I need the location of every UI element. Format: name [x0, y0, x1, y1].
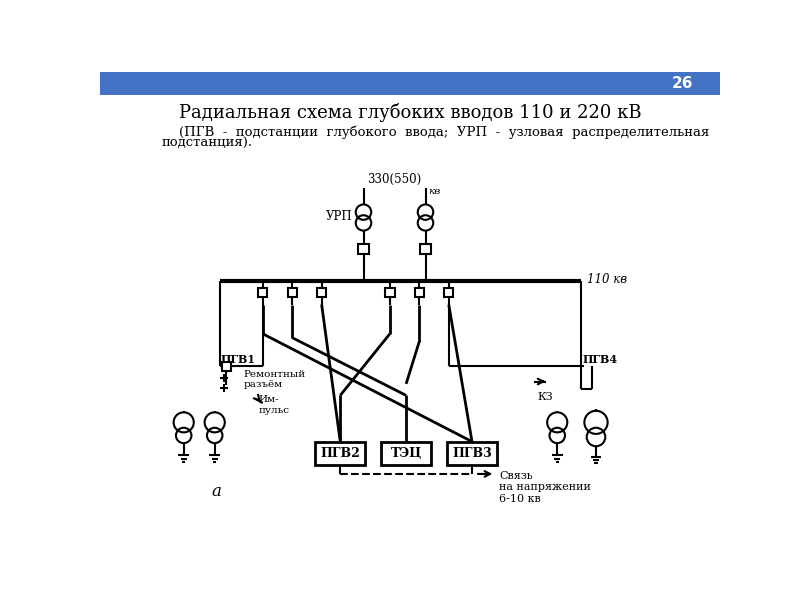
Bar — [315, 442, 366, 464]
Bar — [414, 287, 424, 297]
Text: ТЭЦ: ТЭЦ — [390, 446, 422, 460]
Bar — [444, 287, 454, 297]
Bar — [381, 442, 431, 464]
Text: 110 кв: 110 кв — [586, 272, 627, 286]
Text: Ремонтный
разъём: Ремонтный разъём — [243, 370, 306, 389]
Bar — [317, 287, 326, 297]
Text: ПГВ1: ПГВ1 — [220, 355, 255, 365]
Text: кв: кв — [428, 187, 440, 196]
Text: Радиальная схема глубоких вводов 110 и 220 кВ: Радиальная схема глубоких вводов 110 и 2… — [178, 103, 642, 122]
Bar — [258, 287, 267, 297]
Bar — [447, 442, 497, 464]
Bar — [386, 287, 394, 297]
Text: а: а — [211, 483, 221, 500]
Text: (ПГВ  -  подстанции  глубокого  ввода;  УРП  -  узловая  распределительная: (ПГВ - подстанции глубокого ввода; УРП -… — [162, 126, 710, 139]
Text: КЗ: КЗ — [538, 392, 554, 402]
Bar — [222, 362, 231, 371]
Bar — [287, 287, 297, 297]
Bar — [100, 72, 720, 95]
Bar — [358, 244, 369, 254]
Text: ПГВ3: ПГВ3 — [452, 446, 492, 460]
Text: 330(550): 330(550) — [367, 173, 422, 186]
Text: Связь
на напряжении
6-10 кв: Связь на напряжении 6-10 кв — [499, 471, 591, 504]
Text: подстанция).: подстанция). — [162, 137, 253, 149]
Text: ПГВ2: ПГВ2 — [320, 446, 360, 460]
Text: Им-
пульс: Им- пульс — [259, 395, 290, 415]
Text: ПГВ4: ПГВ4 — [583, 355, 618, 365]
Text: 26: 26 — [672, 76, 694, 91]
Bar — [421, 244, 430, 254]
Text: УРП: УРП — [326, 210, 353, 223]
